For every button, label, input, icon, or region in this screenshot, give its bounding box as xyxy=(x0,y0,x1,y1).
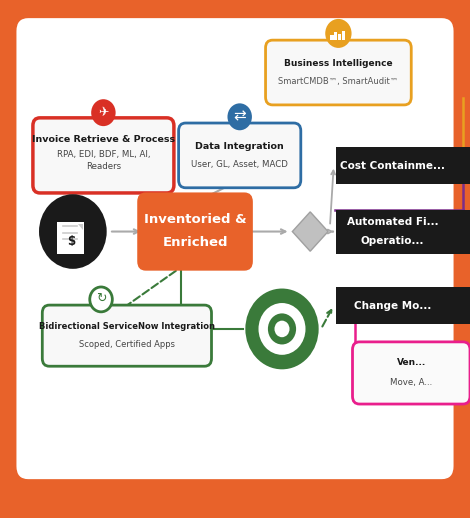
Circle shape xyxy=(90,287,112,312)
Text: Data Integration: Data Integration xyxy=(196,141,284,151)
Text: Move, A...: Move, A... xyxy=(390,378,432,387)
Text: ⇄: ⇄ xyxy=(233,108,246,123)
Circle shape xyxy=(274,321,290,337)
Text: ↻: ↻ xyxy=(96,292,106,305)
Text: Operatio...: Operatio... xyxy=(360,236,424,246)
Text: Automated Fi...: Automated Fi... xyxy=(347,217,438,227)
FancyBboxPatch shape xyxy=(336,287,470,324)
FancyBboxPatch shape xyxy=(342,31,345,40)
FancyBboxPatch shape xyxy=(352,342,470,404)
FancyBboxPatch shape xyxy=(336,147,470,184)
Text: Cost Containme...: Cost Containme... xyxy=(340,161,445,171)
Polygon shape xyxy=(78,224,83,230)
Circle shape xyxy=(91,99,116,126)
Circle shape xyxy=(245,289,319,369)
Circle shape xyxy=(39,194,107,269)
Text: SmartCMDB™, SmartAudit™: SmartCMDB™, SmartAudit™ xyxy=(278,77,399,87)
FancyBboxPatch shape xyxy=(336,209,470,253)
Text: Invoice Retrieve & Process: Invoice Retrieve & Process xyxy=(32,135,175,145)
Text: Readers: Readers xyxy=(86,162,121,171)
FancyBboxPatch shape xyxy=(57,222,84,254)
Circle shape xyxy=(268,313,296,344)
Text: Scoped, Certified Apps: Scoped, Certified Apps xyxy=(79,340,175,350)
FancyBboxPatch shape xyxy=(266,40,411,105)
Text: Bidirectional ServiceNow Integration: Bidirectional ServiceNow Integration xyxy=(39,322,215,331)
FancyBboxPatch shape xyxy=(338,34,341,40)
FancyBboxPatch shape xyxy=(334,32,337,40)
Text: Business Intelligence: Business Intelligence xyxy=(284,59,393,68)
Circle shape xyxy=(325,19,352,48)
Text: RPA, EDI, BDF, ML, AI,: RPA, EDI, BDF, ML, AI, xyxy=(57,150,150,159)
Text: Enriched: Enriched xyxy=(162,236,228,250)
Text: User, GL, Asset, MACD: User, GL, Asset, MACD xyxy=(191,160,288,169)
Text: $: $ xyxy=(67,235,76,249)
FancyBboxPatch shape xyxy=(16,18,454,479)
FancyBboxPatch shape xyxy=(137,192,253,270)
FancyBboxPatch shape xyxy=(330,35,334,40)
FancyBboxPatch shape xyxy=(42,305,212,366)
Text: Change Mo...: Change Mo... xyxy=(354,300,431,311)
Text: Inventoried &: Inventoried & xyxy=(144,212,246,226)
Polygon shape xyxy=(292,212,328,251)
FancyBboxPatch shape xyxy=(33,118,174,193)
FancyBboxPatch shape xyxy=(179,123,301,188)
Text: Ven...: Ven... xyxy=(397,358,426,367)
Circle shape xyxy=(258,303,306,355)
Circle shape xyxy=(227,104,252,131)
Text: ✈: ✈ xyxy=(98,106,109,119)
